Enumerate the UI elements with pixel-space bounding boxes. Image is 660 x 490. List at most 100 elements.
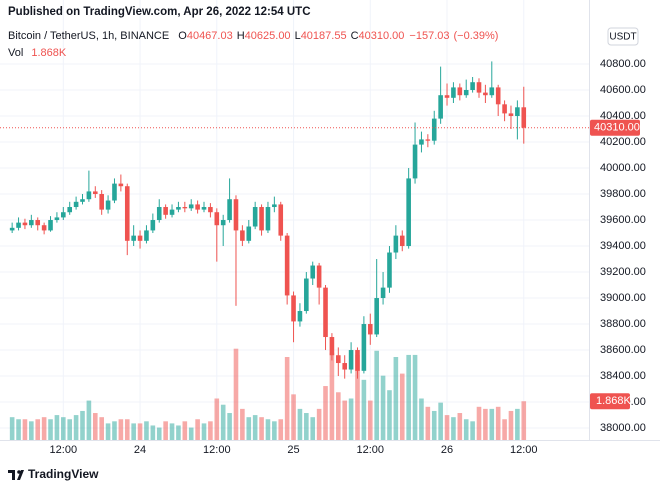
candle-body	[252, 207, 258, 227]
volume-bar	[406, 354, 411, 440]
volume-legend: Vol 1.868K	[8, 47, 67, 59]
volume-bar	[348, 398, 354, 440]
volume-bar	[374, 350, 379, 440]
candle-body	[67, 207, 73, 213]
volume-bar	[188, 427, 194, 440]
candle-body	[508, 113, 514, 117]
ohlc-legend: Bitcoin / TetherUS, 1h, BINANCE O40467.0…	[8, 30, 498, 42]
volume-bar	[342, 400, 348, 440]
volume-bar	[208, 421, 213, 440]
volume-bar	[29, 421, 34, 440]
volume-bar	[304, 413, 309, 440]
volume-bar	[80, 410, 85, 440]
y-tick-label: 38400.00	[600, 370, 646, 382]
candle-body	[348, 350, 354, 370]
y-tick-label: 40000.00	[600, 162, 646, 174]
volume-bar	[278, 419, 284, 440]
candle-body	[137, 235, 143, 241]
volume-bar	[105, 423, 111, 440]
candle-body	[169, 209, 175, 215]
volume-bar	[291, 394, 296, 440]
x-tick-label: 26	[441, 444, 453, 456]
volume-name: Vol	[8, 47, 23, 59]
y-tick-label: 40200.00	[600, 136, 646, 148]
volume-bar	[41, 417, 47, 440]
candle-body	[131, 235, 136, 241]
axes: 38000.0038200.0038400.0038600.0038800.00…	[50, 58, 646, 456]
candle-body	[99, 194, 104, 210]
candle-body	[457, 87, 463, 96]
candle-body	[86, 191, 92, 200]
volume-bar	[310, 417, 316, 440]
x-tick-label: 12:00	[50, 444, 78, 456]
volume-bar	[150, 425, 156, 440]
candle-body	[515, 107, 520, 117]
volume-bar	[380, 375, 386, 440]
volume-bar	[16, 419, 21, 440]
candle-body	[502, 104, 507, 114]
volume-value: 1.868K	[31, 47, 67, 59]
volume-bar	[176, 425, 181, 440]
candle-body	[336, 355, 341, 364]
volume-bar	[144, 421, 149, 440]
volume-bar	[22, 419, 28, 440]
x-tick-label: 12:00	[510, 444, 538, 456]
logo-text: TradingView	[28, 467, 99, 481]
candle-body	[182, 207, 188, 209]
volume-bar	[476, 406, 482, 440]
y-tick-label: 39200.00	[600, 266, 646, 278]
volume-bar	[438, 402, 443, 440]
candle-body	[112, 183, 117, 201]
volume-bar	[112, 421, 117, 440]
candle-body	[431, 118, 437, 141]
candle-body	[483, 92, 488, 96]
candle-body	[470, 82, 475, 91]
volume-bar	[272, 421, 277, 440]
currency-button[interactable]	[607, 27, 639, 46]
volume-bar	[182, 421, 188, 440]
x-tick-label: 24	[134, 444, 146, 456]
candle-body	[521, 107, 527, 128]
volume-bar	[355, 354, 360, 440]
candle-body	[425, 139, 431, 141]
y-tick-label: 40600.00	[600, 84, 646, 96]
last-volume-label: 1.868K	[596, 395, 632, 407]
y-tick-label: 39800.00	[600, 188, 646, 200]
volume-bar	[86, 400, 92, 440]
candle-body	[22, 222, 28, 226]
ohlc-value: 40310.00	[359, 30, 405, 42]
candle-body	[463, 90, 469, 96]
candle-body	[92, 191, 98, 195]
candle-body	[361, 324, 367, 371]
volume-bar	[201, 423, 207, 440]
volume-bar	[470, 421, 475, 440]
candle-body	[323, 287, 328, 338]
candle-body	[144, 230, 149, 241]
candle-body	[105, 200, 111, 210]
candle-body	[412, 144, 418, 179]
volume-bar	[61, 417, 66, 440]
volume-bar	[284, 357, 290, 440]
volume-bar	[163, 421, 168, 440]
volume-bar	[361, 379, 367, 440]
candle-body	[316, 265, 322, 288]
candle-body	[310, 265, 316, 279]
candle-body	[489, 87, 495, 96]
candle-body	[61, 212, 66, 218]
candle-body	[80, 199, 85, 202]
candle-body	[399, 235, 405, 247]
ohlc-name: H	[237, 30, 245, 42]
candle-body	[265, 207, 271, 231]
candle-body	[124, 186, 130, 241]
currency-label[interactable]: USDT	[609, 32, 636, 43]
volume-bar	[297, 408, 303, 440]
candle-body	[406, 178, 411, 247]
candle-body	[163, 207, 168, 215]
volume-bar	[220, 404, 226, 440]
candle-body	[118, 183, 124, 187]
candle-body	[156, 207, 162, 221]
candle-body	[367, 324, 373, 335]
y-tick-label: 39000.00	[600, 292, 646, 304]
candle-body	[233, 199, 239, 231]
candle-body	[329, 337, 335, 356]
